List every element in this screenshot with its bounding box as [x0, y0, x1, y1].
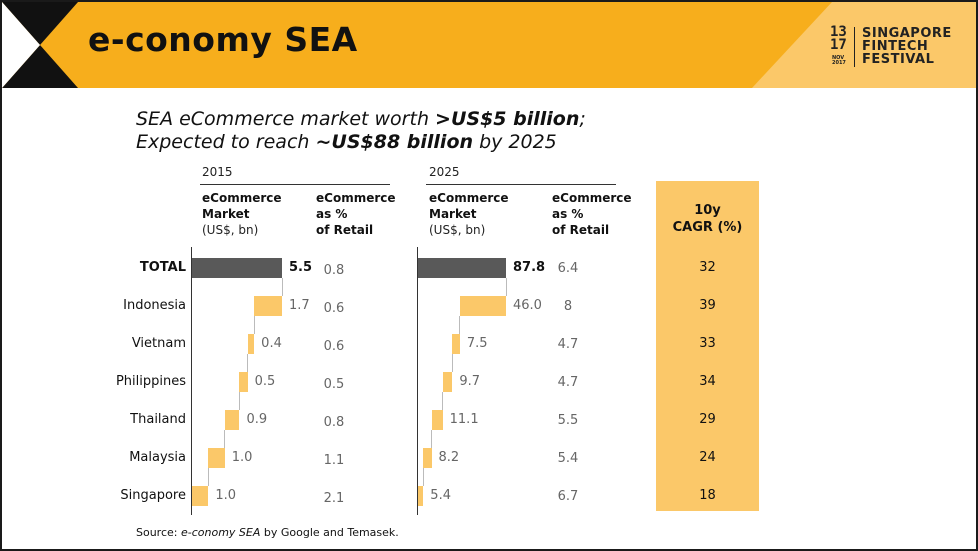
cagr-value-thailand: 29 — [699, 412, 716, 427]
header-graphic — [2, 2, 976, 88]
headline-line-2: Expected to reach ~US$88 billion by 2025 — [136, 131, 557, 153]
connector-singapore-2025 — [422, 468, 424, 486]
pct-retail-philippines-2025: 4.7 — [557, 375, 579, 390]
year-2025-label: 2025 — [429, 165, 460, 179]
connector-malaysia-2025 — [431, 430, 433, 448]
pct-retail-total-2015: 0.8 — [323, 263, 345, 278]
cagr-value-philippines: 34 — [699, 374, 716, 389]
cagr-header: 10y CAGR (%) — [672, 203, 743, 235]
connector-vietnam-2025 — [459, 316, 461, 334]
cagr-value-total: 32 — [699, 260, 716, 275]
axis-2015 — [191, 247, 192, 515]
bar-philippines-2025 — [442, 372, 453, 392]
market-2025-header: eCommerce Market (US$, bn) — [429, 191, 509, 237]
year-2015-rule — [200, 184, 390, 185]
pct-2015-header: eCommerce as % of Retail — [316, 191, 396, 237]
bar-thailand-2015 — [224, 410, 240, 430]
pct-retail-indonesia-2025: 8 — [563, 299, 573, 314]
logo-month-year: NOV 2017 — [832, 55, 846, 66]
value-label-total-2025: 87.8 — [513, 260, 546, 275]
connector-thailand-2025 — [442, 392, 444, 410]
pct-retail-thailand-2025: 5.5 — [557, 413, 579, 428]
connector-indonesia-2015 — [281, 278, 283, 296]
connector-vietnam-2015 — [253, 316, 255, 334]
row-label-singapore: Singapore — [120, 488, 186, 503]
cagr-value-singapore: 18 — [699, 488, 716, 503]
pct-retail-vietnam-2025: 4.7 — [557, 337, 579, 352]
bar-total-2015 — [192, 258, 282, 278]
value-label-indonesia-2025: 46.0 — [513, 298, 542, 313]
header-banner: e-conomy SEA 13 17 NOV 2017 SINGAPORE FI… — [2, 2, 976, 88]
bar-singapore-2015 — [192, 486, 209, 506]
cagr-value-malaysia: 24 — [699, 450, 716, 465]
bar-philippines-2015 — [239, 372, 248, 392]
bar-malaysia-2015 — [208, 448, 225, 468]
connector-thailand-2015 — [238, 392, 240, 410]
row-label-total: TOTAL — [139, 260, 186, 275]
row-label-vietnam: Vietnam — [131, 336, 186, 351]
cagr-value-indonesia: 39 — [699, 298, 716, 313]
logo-name: SINGAPORE FINTECH FESTIVAL — [862, 26, 952, 67]
year-2015-label: 2015 — [202, 165, 233, 179]
headline-line-1: SEA eCommerce market worth >US$5 billion… — [136, 108, 586, 130]
year-2025-rule — [426, 184, 616, 185]
bar-vietnam-2015 — [247, 334, 255, 354]
connector-philippines-2025 — [451, 354, 453, 372]
axis-2025 — [417, 247, 418, 515]
pct-retail-philippines-2015: 0.5 — [323, 377, 345, 392]
value-label-philippines-2025: 9.7 — [459, 374, 481, 389]
market-2015-header: eCommerce Market (US$, bn) — [202, 191, 282, 237]
pct-retail-total-2025: 6.4 — [557, 261, 579, 276]
value-label-vietnam-2015: 0.4 — [261, 336, 282, 351]
value-label-singapore-2015: 1.0 — [215, 488, 237, 503]
festival-logo: 13 17 NOV 2017 SINGAPORE FINTECH FESTIVA… — [830, 24, 970, 70]
row-label-malaysia: Malaysia — [129, 450, 186, 465]
connector-singapore-2015 — [207, 468, 209, 486]
headline: SEA eCommerce market worth >US$5 billion… — [136, 108, 586, 154]
pct-retail-indonesia-2015: 0.6 — [323, 301, 345, 316]
value-label-malaysia-2025: 8.2 — [438, 450, 460, 465]
logo-dates: 13 17 — [830, 24, 847, 53]
bar-vietnam-2025 — [452, 334, 460, 354]
row-label-philippines: Philippines — [115, 374, 186, 389]
connector-philippines-2015 — [247, 354, 249, 372]
value-label-malaysia-2015: 1.0 — [231, 450, 253, 465]
value-label-philippines-2015: 0.5 — [254, 374, 276, 389]
pct-retail-thailand-2015: 0.8 — [323, 415, 345, 430]
bar-indonesia-2015 — [254, 296, 282, 316]
value-label-thailand-2025: 11.1 — [449, 412, 479, 427]
source-note: Source: e-conomy SEA by Google and Temas… — [136, 526, 399, 539]
connector-indonesia-2025 — [505, 278, 507, 296]
pct-retail-singapore-2025: 6.7 — [557, 489, 579, 504]
bar-indonesia-2025 — [459, 296, 506, 316]
bar-singapore-2025 — [417, 486, 424, 506]
pct-retail-vietnam-2015: 0.6 — [323, 339, 345, 354]
page-title: e-conomy SEA — [88, 20, 358, 59]
pct-2025-header: eCommerce as % of Retail — [552, 191, 632, 237]
value-label-indonesia-2015: 1.7 — [289, 298, 310, 313]
logo-divider — [854, 27, 855, 67]
bar-malaysia-2025 — [423, 448, 432, 468]
pct-retail-malaysia-2025: 5.4 — [557, 451, 579, 466]
pct-retail-malaysia-2015: 1.1 — [323, 453, 345, 468]
cagr-value-vietnam: 33 — [699, 336, 716, 351]
value-label-vietnam-2025: 7.5 — [466, 336, 488, 351]
bar-total-2025 — [418, 258, 506, 278]
value-label-total-2015: 5.5 — [289, 260, 313, 275]
pct-retail-singapore-2015: 2.1 — [323, 491, 345, 506]
cagr-column-background — [656, 181, 759, 511]
bar-thailand-2025 — [431, 410, 443, 430]
connector-malaysia-2015 — [224, 430, 226, 448]
value-label-singapore-2025: 5.4 — [430, 488, 451, 503]
row-label-thailand: Thailand — [130, 412, 186, 427]
value-label-thailand-2015: 0.9 — [246, 412, 268, 427]
row-label-indonesia: Indonesia — [123, 298, 186, 313]
